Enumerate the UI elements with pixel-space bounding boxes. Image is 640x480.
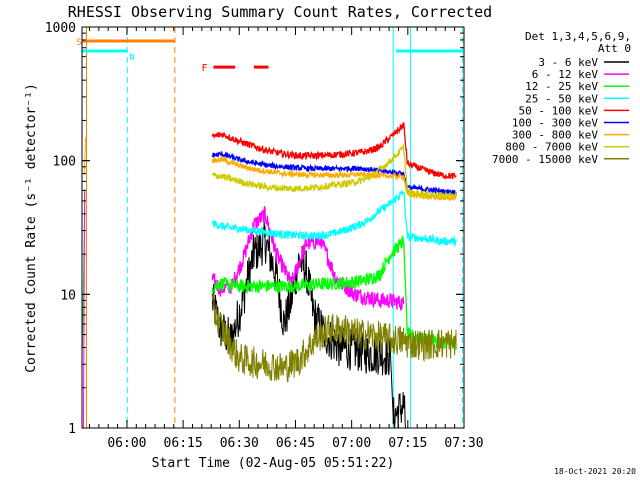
axis-ticks: 1 10 100 1000 06:00 06:15 06:30 06:45 07:00 07:15… <box>45 21 484 451</box>
pre-gap-segment <box>83 190 86 429</box>
legend-entry-label: 50 - 100 keV <box>519 104 599 117</box>
legend-entry-label: 300 - 800 keV <box>512 129 598 142</box>
plot-frame <box>81 26 465 429</box>
legend-entry-label: 6 - 12 keV <box>532 68 599 81</box>
x-tick-label: 07:00 <box>332 436 371 451</box>
legend-entry-label: 800 - 7000 keV <box>505 141 598 154</box>
y-tick-label: 10 <box>60 288 76 303</box>
x-tick-label: 06:15 <box>164 436 203 451</box>
plot-area: S N F <box>76 26 465 429</box>
x-tick-label: 06:45 <box>276 436 315 451</box>
footer-timestamp: 18-Oct-2021 20:20 <box>554 467 636 476</box>
x-tick-label: 06:30 <box>220 436 259 451</box>
x-tick-label: 07:15 <box>388 436 427 451</box>
series-line <box>211 189 457 248</box>
series-line <box>211 206 405 311</box>
x-tick-label: 07:30 <box>444 436 483 451</box>
x-tick-label: 06:00 <box>107 436 146 451</box>
series-line <box>211 122 457 180</box>
y-axis-label: Corrected Count Rate (s⁻¹ detector⁻¹) <box>24 83 39 373</box>
legend-entry-label: 7000 - 15000 keV <box>492 153 598 166</box>
legend-header: Att 0 <box>598 42 631 55</box>
series-line <box>211 155 457 202</box>
series-line <box>211 293 457 383</box>
flag-label: N <box>129 53 134 63</box>
series-layer <box>81 122 457 429</box>
series-line <box>211 151 457 197</box>
flag-label: S <box>76 38 81 48</box>
y-tick-label: 1 <box>68 422 76 437</box>
x-axis-label: Start Time (02-Aug-05 05:51:22) <box>152 456 395 471</box>
legend-entry-label: 25 - 50 keV <box>525 92 598 105</box>
series-line <box>211 143 457 200</box>
y-tick-label: 1000 <box>45 21 76 36</box>
legend-entry-label: 3 - 6 keV <box>538 56 598 69</box>
flag-markers: S N F <box>76 27 464 428</box>
legend-entry-label: 100 - 300 keV <box>512 117 598 130</box>
pre-gap-segment <box>83 137 87 174</box>
legend-header: Det 1,3,4,5,6,9, <box>525 30 631 43</box>
legend-entry-label: 12 - 25 keV <box>525 80 598 93</box>
chart-title: RHESSI Observing Summary Count Rates, Co… <box>68 3 492 21</box>
flare-marker-label: F <box>201 63 207 74</box>
y-tick-label: 100 <box>53 155 76 170</box>
